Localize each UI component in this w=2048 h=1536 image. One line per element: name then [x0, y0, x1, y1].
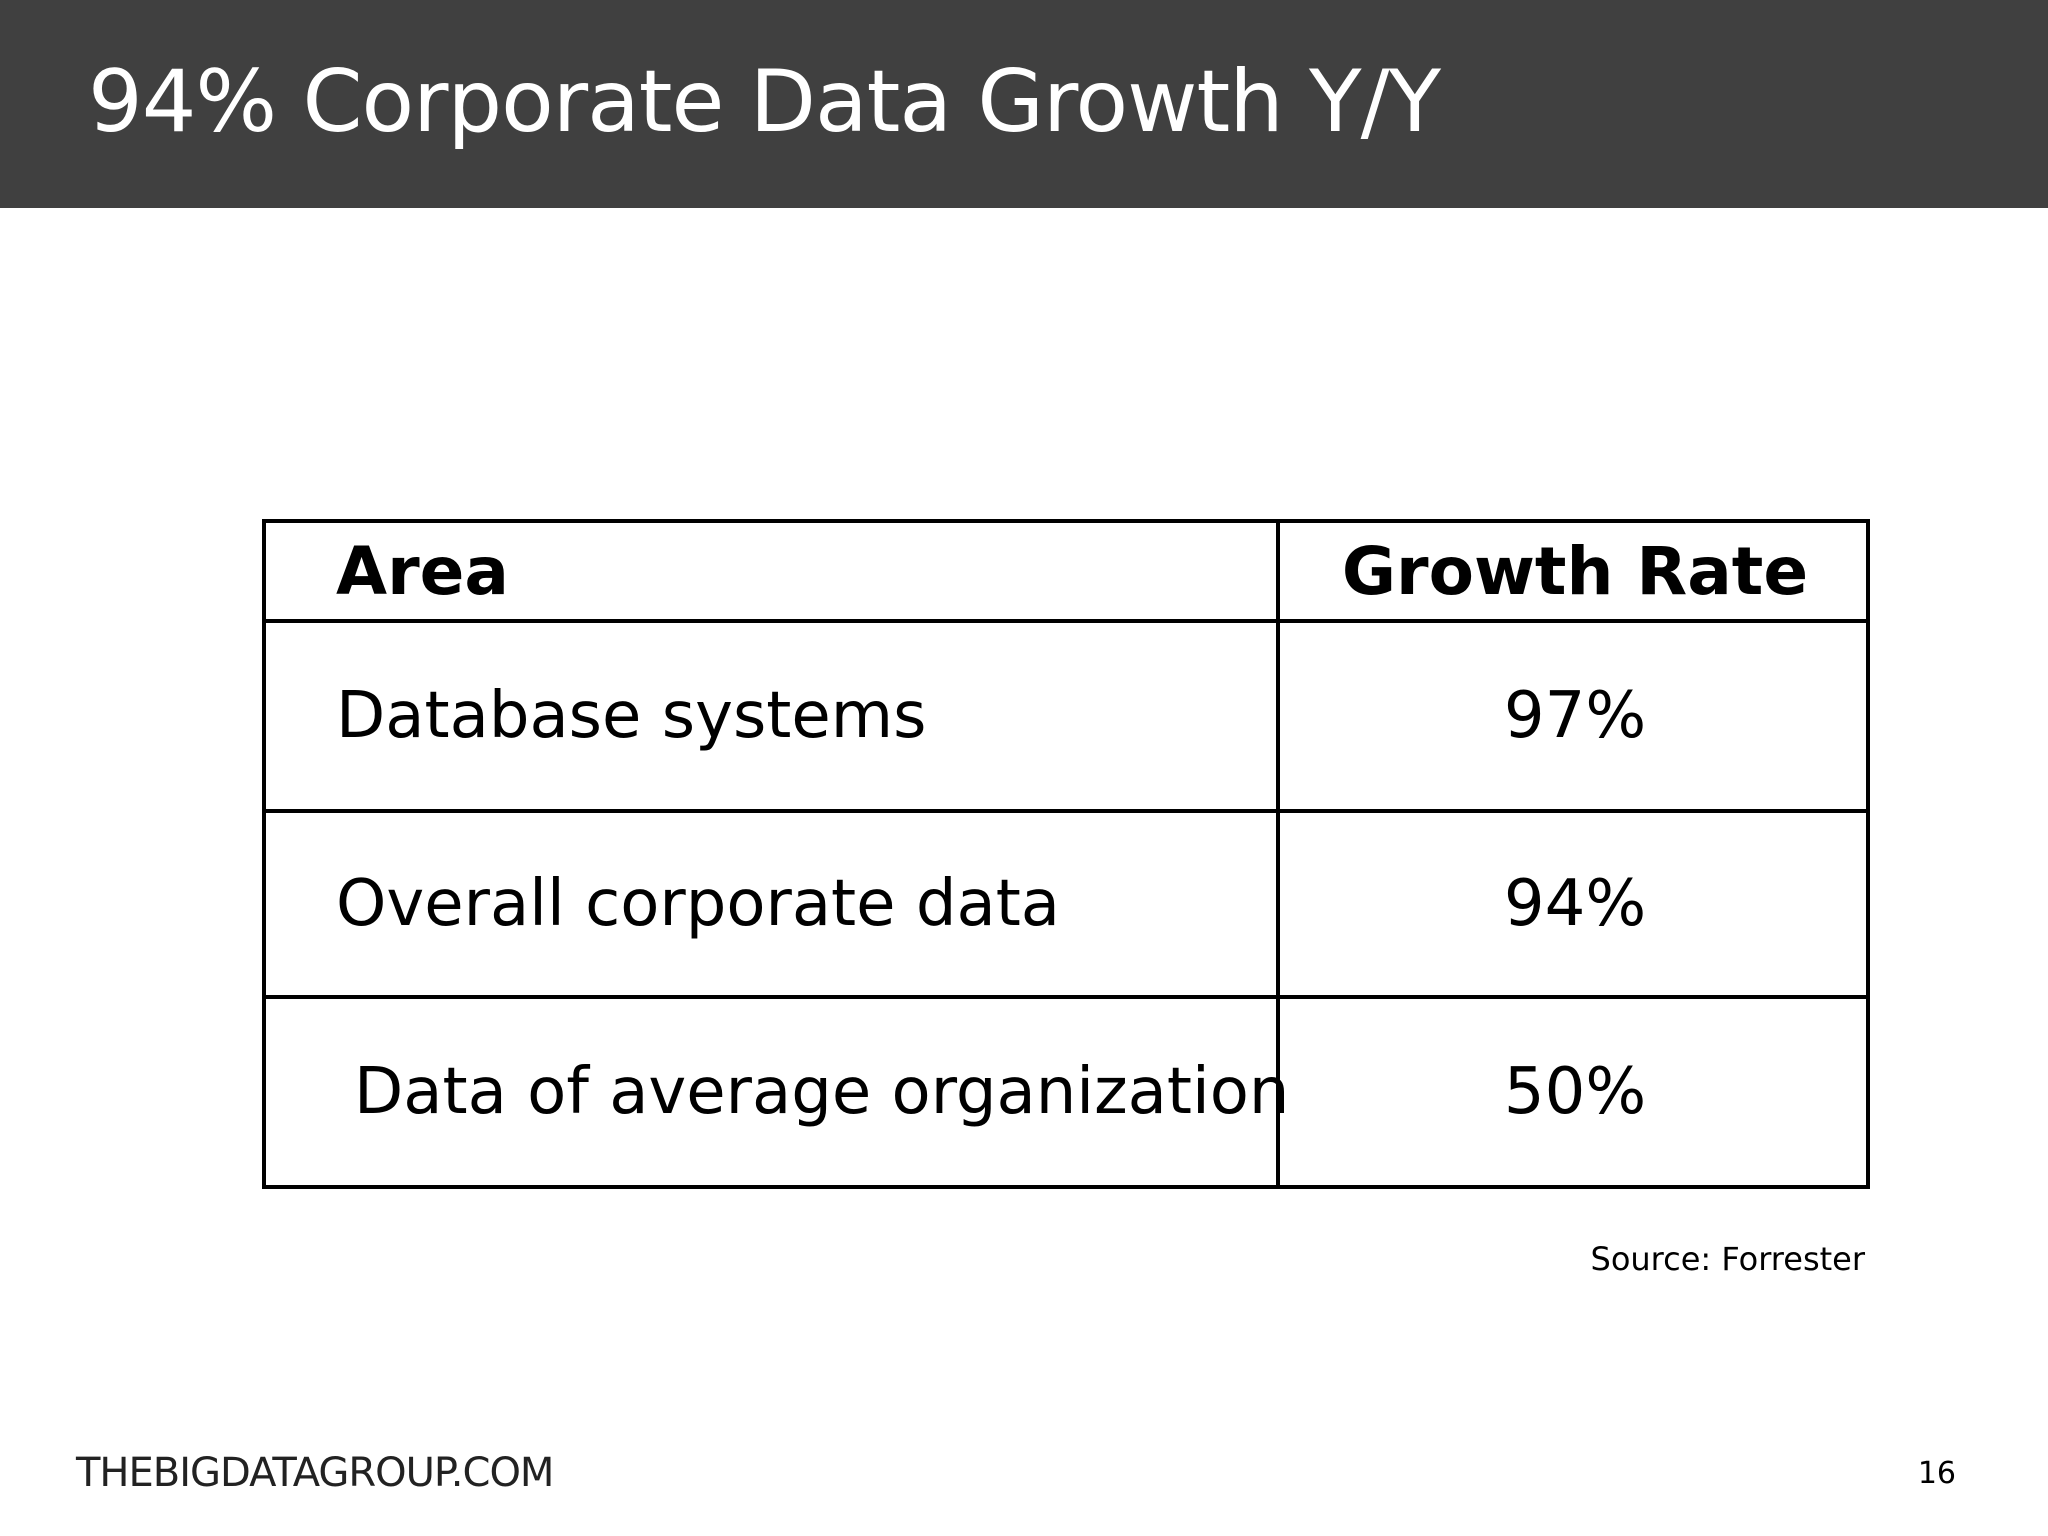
- footer-brand: THEBIGDATAGROUP.COM: [76, 1450, 554, 1496]
- table-cell-growth-rate: 94%: [1503, 867, 1647, 941]
- table-header-growth-rate: Growth Rate: [1341, 532, 1809, 610]
- source-note: Source: Forrester: [1590, 1240, 1866, 1278]
- table-cell-area: Database systems: [336, 679, 927, 753]
- table-cell-growth-rate: 97%: [1503, 679, 1647, 753]
- table-row-divider: [266, 809, 1866, 813]
- growth-rate-table: Area Growth Rate Database systems 97% Ov…: [262, 519, 1870, 1189]
- title-bar: 94% Corporate Data Growth Y/Y: [0, 0, 2048, 208]
- table-header-divider: [266, 619, 1866, 623]
- page-number: 16: [1917, 1456, 1956, 1491]
- table-column-divider: [1276, 523, 1280, 1185]
- table-cell-growth-rate: 50%: [1503, 1055, 1647, 1129]
- table-cell-area: Data of average organization: [354, 1055, 1290, 1129]
- slide-title: 94% Corporate Data Growth Y/Y: [88, 52, 1441, 152]
- table-cell-area: Overall corporate data: [336, 867, 1060, 941]
- table-row-divider: [266, 995, 1866, 999]
- table-header-area: Area: [336, 532, 509, 610]
